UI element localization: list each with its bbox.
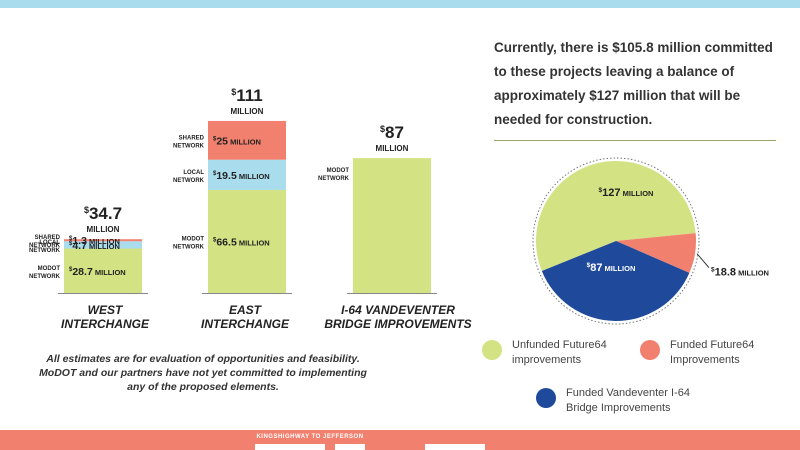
category-label-east: EAST INTERCHANGE <box>200 303 289 331</box>
disclaimer-text: All estimates are for evaluation of oppo… <box>39 353 367 393</box>
bar-segment <box>64 248 142 293</box>
bar-segment <box>353 158 431 293</box>
legend-item-unfunded: Unfunded Future64 improvements <box>482 338 607 368</box>
pie-slice <box>536 161 696 271</box>
legend-label: Unfunded Future64 <box>512 339 607 351</box>
bar-segment <box>64 241 142 249</box>
top-band <box>0 0 800 8</box>
segment-value-label: $4.7 MILLION <box>69 240 120 252</box>
funding-pie-chart: $127 MILLION $18.8 MILLION $87 MILLION <box>532 157 769 325</box>
legend-item-funded: Funded Future64 Improvements <box>640 338 754 368</box>
pie-slice <box>616 233 696 273</box>
pie-slice-label: $87 MILLION <box>587 262 636 274</box>
legend-swatch-funded <box>640 340 660 360</box>
segment-value-label: $19.5 MILLION <box>213 170 270 182</box>
bar-total-label: $87 <box>380 123 404 142</box>
legend-label: Bridge Improvements <box>566 402 671 414</box>
category-label-vandeventer: I-64 VANDEVENTER BRIDGE IMPROVEMENTS <box>324 303 472 331</box>
footer-band <box>0 430 800 450</box>
legend-label: Improvements <box>670 354 740 366</box>
legend-swatch-unfunded <box>482 340 502 360</box>
bar-segment <box>208 120 286 160</box>
legend-item-vandeventer: Funded Vandeventer I-64 Bridge Improveme… <box>536 386 690 416</box>
stacked-bar-chart: $34.7 MILLION $28.7 MILLION MODOT NETWORK $4.… <box>29 86 437 294</box>
bar-segment <box>208 159 286 190</box>
legend-label: improvements <box>512 354 582 366</box>
divider <box>494 140 776 141</box>
legend-label: Funded Vandeventer I-64 <box>566 387 690 399</box>
pie-slice-label: $127 MILLION <box>599 187 654 199</box>
pie-slice <box>541 241 690 322</box>
network-label: LOCAL NETWORK <box>173 170 205 184</box>
bar-segment <box>208 189 286 293</box>
segment-value-label: $1.3 MILLION <box>69 235 120 247</box>
network-label: MODOT NETWORK <box>29 266 61 280</box>
network-label: LOCAL NETWORK <box>29 240 61 254</box>
network-label: MODOT NETWORK <box>318 168 350 182</box>
network-label: SHARED NETWORK <box>173 135 205 149</box>
category-label-west: WEST INTERCHANGE <box>60 303 149 331</box>
future64-logo <box>255 444 485 450</box>
network-label: SHARED NETWORK <box>29 235 61 249</box>
segment-value-label: $66.5 MILLION <box>213 236 270 248</box>
headline-text: Currently, there is $105.8 million commi… <box>494 40 773 127</box>
pie-leader-line <box>696 253 710 269</box>
bar-segment <box>64 239 142 242</box>
legend-label: Funded Future64 <box>670 339 755 351</box>
legend-swatch-vandeventer <box>536 388 556 408</box>
segment-value-label: $28.7 MILLION <box>69 266 126 278</box>
bar-total-unit: MILLION <box>231 107 264 116</box>
bar-total-label: $34.7 <box>84 204 122 223</box>
bar-total-unit: MILLION <box>376 144 409 153</box>
pie-outline <box>532 157 700 325</box>
network-label: MODOT NETWORK <box>173 236 205 250</box>
segment-value-label: $25 MILLION <box>213 135 261 147</box>
footer-tagline: KINGSHIGHWAY TO JEFFERSON <box>256 434 364 440</box>
pie-slice-label: $18.8 MILLION <box>711 267 769 279</box>
bar-total-unit: MILLION <box>87 225 120 234</box>
bar-total-label: $111 <box>231 86 263 105</box>
